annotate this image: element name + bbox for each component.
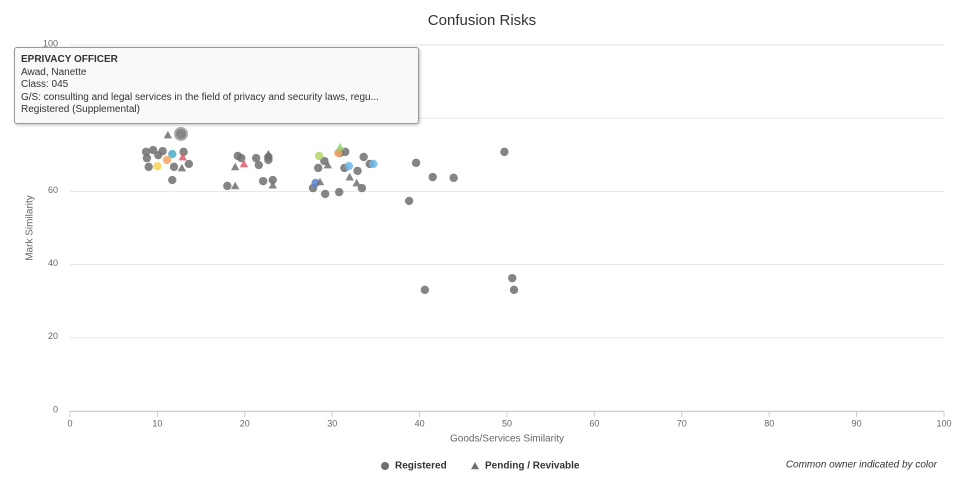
point: [334, 187, 344, 197]
point: [264, 155, 273, 165]
point: [254, 160, 263, 170]
point: [335, 142, 345, 151]
x-tick-label: 0: [67, 418, 72, 428]
x-axis-label: Goods/Services Similarity: [450, 434, 564, 445]
point: [237, 153, 246, 163]
tooltip: EPRIVACY OFFICER Awad, Nanette Class: 045…: [14, 47, 419, 124]
tooltip-line: G/S: consulting and legal services in th…: [21, 91, 379, 103]
point: [168, 175, 177, 185]
point: [509, 285, 519, 295]
x-tick-label: 100: [936, 418, 951, 428]
point: [411, 158, 421, 168]
point: [334, 148, 343, 158]
point: [315, 177, 325, 186]
point: [230, 181, 240, 190]
y-tick-label: 20: [48, 331, 58, 341]
x-tick-label: 30: [327, 418, 337, 428]
point: [314, 151, 324, 161]
x-tick-label: 10: [152, 418, 162, 428]
point: [352, 178, 361, 187]
point: [153, 161, 162, 171]
point: [169, 162, 179, 172]
point: [179, 147, 188, 157]
point: [239, 159, 249, 168]
point: [142, 153, 152, 163]
point: [359, 152, 368, 162]
x-tick-label: 20: [240, 418, 250, 428]
point: [230, 162, 240, 171]
legend-label: Pending / Revivable: [485, 461, 580, 472]
point: [428, 172, 437, 182]
point: [314, 163, 323, 173]
tooltip-title: EPRIVACY OFFICER: [21, 54, 118, 65]
x-tick-label: 90: [852, 418, 862, 428]
legend-label: Registered: [395, 461, 447, 472]
point: [344, 161, 354, 171]
legend-marker: [381, 462, 389, 470]
y-tick-label: 60: [48, 185, 58, 195]
y-tick-label: 0: [53, 404, 58, 414]
tooltip-line: Awad, Nanette: [21, 66, 87, 78]
point: [258, 176, 268, 186]
legend-marker: [471, 462, 479, 470]
point: [144, 162, 153, 172]
point: [158, 146, 167, 156]
point: [323, 160, 333, 169]
point: [184, 159, 194, 169]
point: [173, 126, 188, 141]
x-tick-label: 80: [764, 418, 774, 428]
point: [404, 196, 414, 206]
x-tick-label: 50: [502, 418, 512, 428]
point: [148, 145, 158, 155]
point: [268, 175, 277, 185]
point: [449, 173, 458, 183]
y-tick-label: 40: [48, 258, 58, 268]
point: [168, 149, 177, 159]
point: [162, 155, 172, 165]
point: [353, 166, 362, 176]
note: Common owner indicated by color: [786, 460, 938, 471]
point: [251, 153, 261, 163]
point: [369, 159, 378, 169]
point: [223, 181, 232, 191]
point: [268, 180, 277, 189]
x-tick-label: 70: [677, 418, 687, 428]
point: [420, 285, 430, 295]
point: [508, 273, 517, 283]
point: [177, 163, 187, 172]
point: [345, 172, 354, 181]
y-axis-label: Mark Similarity: [25, 195, 36, 261]
tooltip-line: Registered (Supplemental): [21, 104, 140, 115]
point: [178, 152, 187, 161]
point: [500, 147, 509, 157]
point: [141, 147, 151, 157]
x-tick-label: 60: [589, 418, 599, 428]
point: [264, 149, 273, 158]
point: [163, 130, 173, 139]
y-tick-label: 100: [43, 38, 58, 48]
chart-title: Confusion Risks: [428, 12, 536, 29]
tooltip-line: Class: 045: [21, 79, 69, 90]
point: [320, 156, 329, 166]
point: [321, 189, 330, 199]
x-tick-label: 40: [415, 418, 425, 428]
